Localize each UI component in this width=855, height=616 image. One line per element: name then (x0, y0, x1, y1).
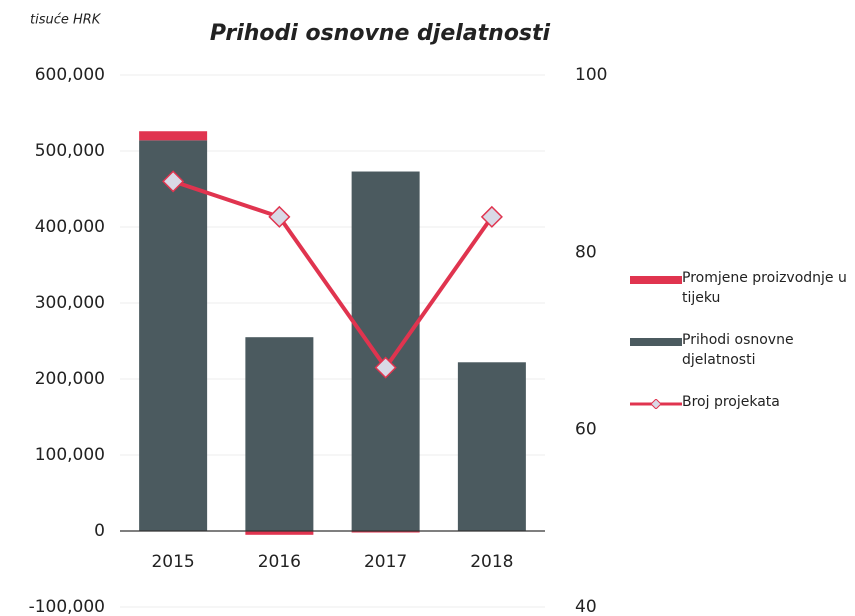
legend: Promjene proizvodnje u tijeku Prihodi osn… (630, 268, 850, 434)
legend-rect (630, 276, 682, 284)
y-tick-label: 600,000 (35, 65, 105, 85)
legend-item: Broj projekata (630, 392, 850, 412)
bar (351, 531, 420, 533)
line-marker (268, 205, 291, 228)
legend-swatch (630, 399, 682, 409)
x-tick-label: 2018 (470, 552, 513, 572)
y2-tick-label: 100 (575, 65, 607, 85)
bar (139, 140, 208, 532)
legend-swatch (630, 338, 682, 346)
y2-tick-label: 80 (575, 242, 597, 262)
x-tick-label: 2015 (151, 552, 194, 572)
legend-marker (650, 399, 662, 409)
line-marker (480, 205, 503, 228)
bar (245, 337, 314, 531)
x-tick-label: 2016 (258, 552, 301, 572)
y-tick-label: 400,000 (35, 217, 105, 237)
y-axis-label: tisuće HRK (30, 13, 102, 28)
y-tick-label: -100,000 (29, 597, 105, 616)
legend-label: Prihodi osnovne djelatnosti (682, 332, 794, 368)
y2-tick-label: 60 (575, 420, 597, 440)
line-marker (162, 170, 185, 193)
legend-item: Promjene proizvodnje u tijeku (630, 268, 850, 308)
legend-swatch (630, 276, 682, 284)
chart-title: Prihodi osnovne djelatnosti (210, 21, 551, 46)
bar (139, 131, 208, 141)
y2-tick-label: 40 (575, 597, 597, 616)
x-tick-label: 2017 (364, 552, 407, 572)
y-tick-label: 0 (94, 521, 105, 541)
line-marker (374, 356, 397, 379)
legend-label: Broj projekata (682, 394, 780, 410)
legend-label: Promjene proizvodnje u tijeku (682, 270, 847, 306)
y-tick-label: 500,000 (35, 141, 105, 161)
y-tick-label: 200,000 (35, 369, 105, 389)
y-tick-label: 100,000 (35, 445, 105, 465)
bar (351, 171, 420, 531)
legend-rect (630, 338, 682, 346)
bar (245, 531, 314, 535)
line (172, 179, 494, 370)
bar (457, 362, 526, 531)
y-tick-label: 300,000 (35, 293, 105, 313)
legend-item: Prihodi osnovne djelatnosti (630, 330, 850, 370)
